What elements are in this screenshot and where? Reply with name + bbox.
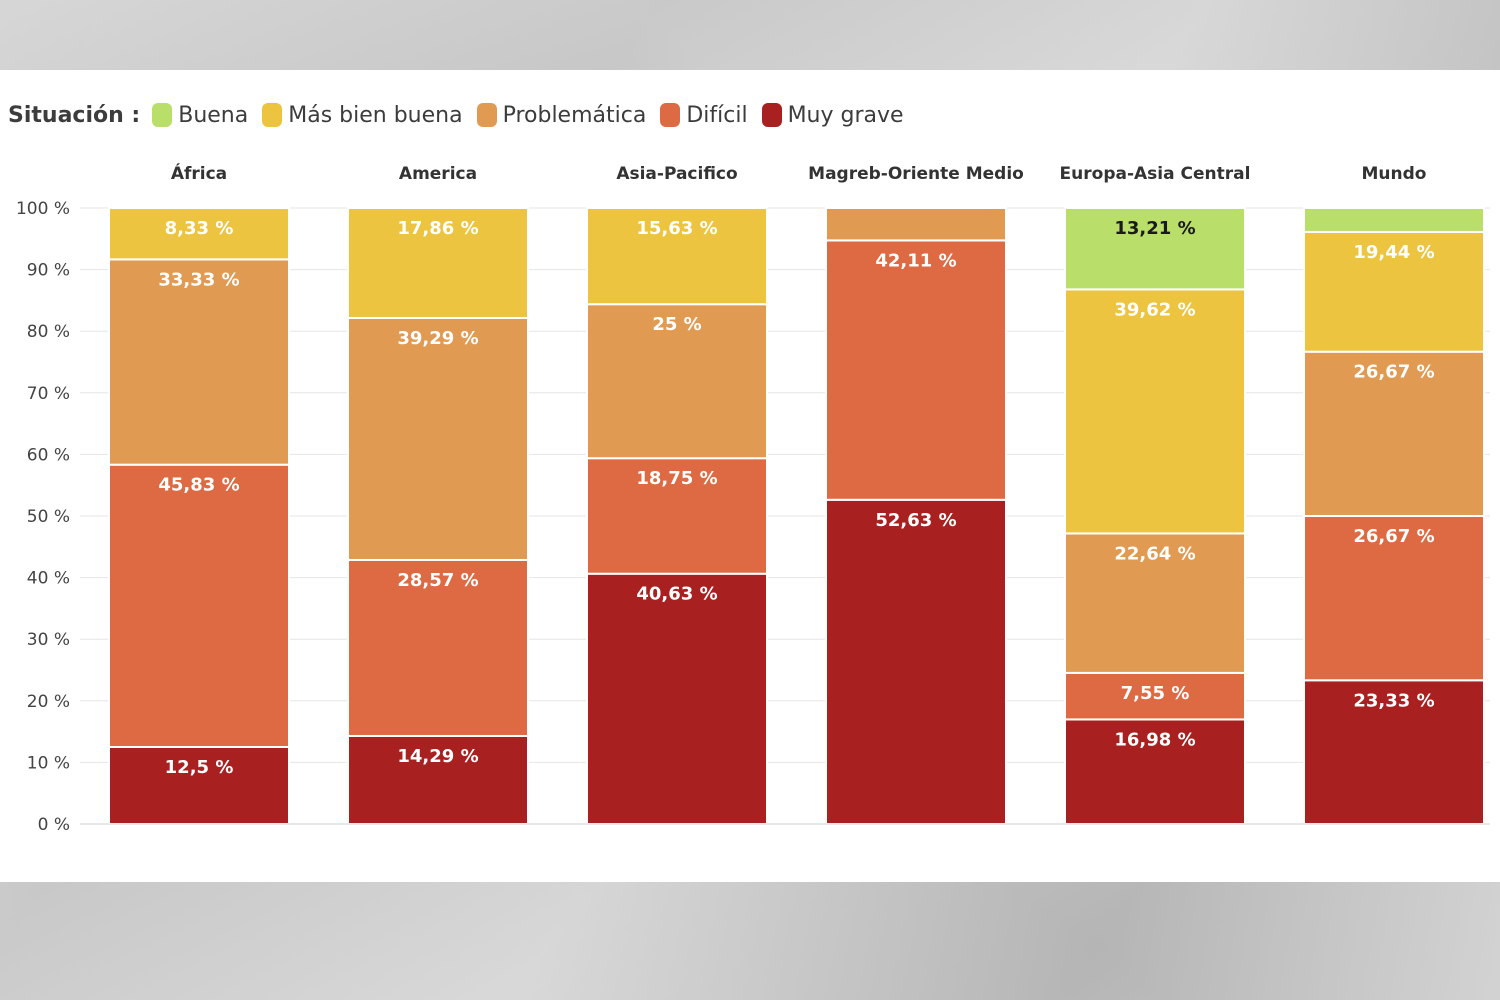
data-label: 16,98 % — [1114, 729, 1195, 750]
bar-segment — [586, 457, 768, 575]
bar-segment — [108, 258, 290, 466]
legend-item-dificil[interactable]: Difícil — [660, 102, 748, 128]
bar-segment — [347, 558, 529, 737]
bar-segment — [1064, 671, 1246, 721]
bar-segment — [108, 207, 290, 261]
category-label: África — [171, 162, 227, 184]
chart-legend: Situación : Buena Más bien buena Problem… — [8, 98, 918, 132]
legend-label-buena: Buena — [178, 102, 249, 128]
data-label: 42,11 % — [875, 250, 956, 271]
bar-segment — [1303, 350, 1485, 517]
y-tick-label: 0 % — [38, 815, 70, 835]
bar-segment — [1303, 230, 1485, 353]
data-label: 52,63 % — [875, 510, 956, 531]
data-label: 23,33 % — [1353, 690, 1434, 711]
data-label: 15,63 % — [636, 218, 717, 239]
category-label: America — [399, 164, 477, 184]
legend-label-mas-bien-buena: Más bien buena — [288, 102, 463, 128]
data-label: 39,29 % — [397, 328, 478, 349]
legend-item-problematica[interactable]: Problemática — [476, 102, 647, 128]
category-label: Magreb-Oriente Medio — [808, 164, 1024, 184]
y-tick-label: 100 % — [16, 199, 70, 219]
y-tick-label: 50 % — [27, 507, 70, 527]
y-tick-label: 10 % — [27, 753, 70, 773]
bar-segment — [586, 572, 768, 825]
bar-segment — [1064, 718, 1246, 825]
data-label: 39,62 % — [1114, 299, 1195, 320]
data-label: 26,67 % — [1353, 526, 1434, 547]
data-label: 25 % — [652, 314, 701, 335]
data-label: 14,29 % — [397, 746, 478, 767]
data-label: 22,64 % — [1114, 543, 1195, 564]
data-label: 19,44 % — [1353, 242, 1434, 263]
bar-segment — [1303, 515, 1485, 682]
data-label: 12,5 % — [165, 757, 234, 778]
legend-swatch-muy-grave — [761, 103, 782, 127]
bar-segment — [1064, 288, 1246, 535]
bar-segment — [108, 463, 290, 748]
bar-segment — [825, 239, 1007, 501]
y-tick-label: 60 % — [27, 445, 70, 465]
category-label: Mundo — [1362, 164, 1427, 184]
bar-segment — [347, 207, 529, 319]
y-tick-label: 70 % — [27, 384, 70, 404]
bar-segment — [586, 207, 768, 306]
data-label: 33,33 % — [158, 269, 239, 290]
bar-segment — [108, 746, 290, 825]
data-label: 17,86 % — [397, 218, 478, 239]
bar-segment — [1303, 679, 1485, 825]
legend-title: Situación : — [8, 102, 141, 128]
legend-swatch-mas-bien-buena — [262, 103, 283, 127]
data-label: 45,83 % — [158, 475, 239, 496]
legend-label-dificil: Difícil — [686, 102, 748, 128]
y-tick-label: 90 % — [27, 261, 70, 281]
bar-segment — [825, 207, 1007, 242]
data-label: 7,55 % — [1121, 683, 1190, 704]
legend-label-problematica: Problemática — [502, 102, 647, 128]
category-label: Asia-Pacifico — [616, 164, 737, 184]
y-tick-label: 20 % — [27, 692, 70, 712]
y-tick-label: 40 % — [27, 569, 70, 589]
bar-segment — [586, 303, 768, 460]
bar-segment — [825, 498, 1007, 825]
data-label: 8,33 % — [165, 218, 234, 239]
data-label: 28,57 % — [397, 570, 478, 591]
legend-swatch-problematica — [476, 103, 497, 127]
category-label: Europa-Asia Central — [1060, 164, 1251, 184]
data-label: 13,21 % — [1114, 218, 1195, 239]
bar-segment — [1303, 207, 1485, 233]
legend-item-buena[interactable]: Buena — [152, 103, 248, 128]
data-label: 26,67 % — [1353, 362, 1434, 383]
y-tick-label: 80 % — [27, 322, 70, 342]
legend-swatch-buena — [152, 103, 173, 127]
legend-item-muy-grave[interactable]: Muy grave — [761, 102, 904, 128]
data-label: 40,63 % — [636, 584, 717, 605]
legend-swatch-dificil — [660, 103, 681, 127]
bar-segment — [347, 316, 529, 561]
bar-segment — [1064, 207, 1246, 291]
data-label: 18,75 % — [636, 468, 717, 489]
y-tick-label: 30 % — [27, 630, 70, 650]
legend-label-muy-grave: Muy grave — [787, 102, 904, 128]
legend-item-mas-bien-buena[interactable]: Más bien buena — [262, 102, 463, 128]
